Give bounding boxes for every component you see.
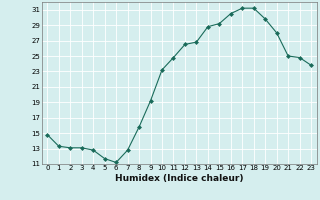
X-axis label: Humidex (Indice chaleur): Humidex (Indice chaleur): [115, 174, 244, 183]
